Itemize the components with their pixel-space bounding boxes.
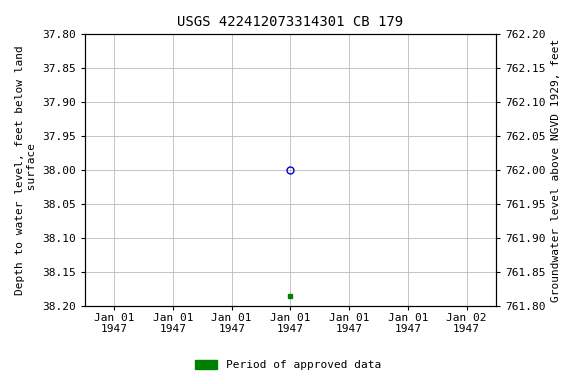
Title: USGS 422412073314301 CB 179: USGS 422412073314301 CB 179 bbox=[177, 15, 403, 29]
Y-axis label: Depth to water level, feet below land
 surface: Depth to water level, feet below land su… bbox=[15, 45, 37, 295]
Y-axis label: Groundwater level above NGVD 1929, feet: Groundwater level above NGVD 1929, feet bbox=[551, 38, 561, 302]
Legend: Period of approved data: Period of approved data bbox=[191, 356, 385, 375]
